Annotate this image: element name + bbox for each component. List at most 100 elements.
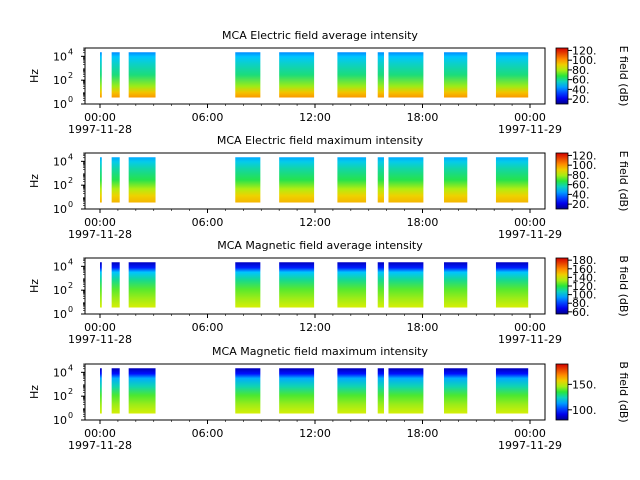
x-tick-label: 00:00: [84, 216, 116, 229]
y-tick-label: 10: [53, 308, 67, 321]
colorbar-tick-label: 100.: [572, 289, 597, 302]
y-tick-label: 10: [53, 284, 67, 297]
spectrogram-block: [337, 52, 367, 98]
spectrogram-block: [337, 368, 367, 414]
y-tick-exponent: 0: [68, 200, 73, 209]
x-tick-label: 00:00: [514, 111, 546, 124]
x-tick-label: 06:00: [192, 321, 224, 334]
colorbar-label: E field (dB): [617, 46, 630, 107]
spectrogram-block: [279, 52, 315, 98]
x-tick-date: 1997-11-29: [498, 123, 562, 136]
panel-2: MCA Electric field maximum intensity 10 0 1…: [28, 134, 630, 241]
y-tick-label: 10: [53, 155, 67, 168]
y-tick-label: 10: [53, 260, 67, 273]
spectrogram-block: [444, 52, 468, 98]
y-tick-label: 10: [53, 50, 67, 63]
y-tick-exponent: 2: [68, 71, 73, 80]
colorbar-tick-label: 40.: [572, 188, 590, 201]
colorbar: [555, 47, 569, 105]
x-tick-date: 1997-11-28: [68, 123, 132, 136]
colorbar-tick-label: 100.: [572, 159, 597, 172]
y-axis-label: Hz: [28, 69, 41, 83]
spectrogram-block: [111, 157, 120, 203]
spectrogram-block: [388, 368, 424, 414]
spectrogram-block: [388, 157, 424, 203]
y-tick-exponent: 2: [68, 387, 73, 396]
x-tick-label: 18:00: [407, 111, 439, 124]
y-axis-label: Hz: [28, 385, 41, 399]
colorbar-tick-label: 160.: [572, 263, 597, 276]
x-tick-date: 1997-11-29: [498, 333, 562, 346]
spectrogram-block: [235, 262, 261, 308]
colorbar-tick-label: 120.: [572, 280, 597, 293]
x-tick-label: 00:00: [514, 427, 546, 440]
x-tick-date: 1997-11-29: [498, 228, 562, 241]
y-tick-label: 10: [53, 414, 67, 427]
y-tick-exponent: 0: [68, 411, 73, 420]
x-tick-label: 12:00: [299, 321, 331, 334]
colorbar-tick-label: 120.: [572, 44, 597, 57]
x-tick-label: 12:00: [299, 427, 331, 440]
spectrogram-block: [495, 52, 529, 98]
panel-title: MCA Magnetic field average intensity: [217, 239, 423, 252]
y-axis-label: Hz: [28, 279, 41, 293]
spectrogram-block: [444, 368, 468, 414]
x-tick-label: 00:00: [84, 321, 116, 334]
x-tick-label: 18:00: [407, 321, 439, 334]
y-tick-exponent: 2: [68, 176, 73, 185]
y-tick-label: 10: [53, 98, 67, 111]
x-tick-label: 06:00: [192, 427, 224, 440]
colorbar-label: B field (dB): [617, 361, 630, 422]
colorbar-tick-label: 20.: [572, 198, 590, 211]
spectrogram-block: [495, 262, 529, 308]
spectrogram-block: [279, 157, 315, 203]
colorbar: [555, 363, 569, 421]
x-tick-date: 1997-11-28: [68, 333, 132, 346]
colorbar-tick-label: 60.: [572, 74, 590, 87]
panel-title: MCA Electric field maximum intensity: [217, 134, 424, 147]
colorbar-tick-label: 100.: [572, 54, 597, 67]
colorbar-label: B field (dB): [617, 255, 630, 316]
x-tick-label: 00:00: [514, 216, 546, 229]
colorbar: [555, 152, 569, 210]
spectrogram-block: [444, 157, 468, 203]
y-axis-label: Hz: [28, 174, 41, 188]
x-tick-label: 00:00: [84, 427, 116, 440]
y-tick-exponent: 0: [68, 95, 73, 104]
x-tick-label: 00:00: [514, 321, 546, 334]
y-tick-label: 10: [53, 390, 67, 403]
spectrogram-block: [235, 157, 261, 203]
spectrogram-block: [279, 262, 315, 308]
spectrogram-block: [235, 368, 261, 414]
colorbar-tick-label: 180.: [572, 254, 597, 267]
spectrogram-block: [100, 368, 102, 414]
spectrogram-block: [495, 157, 529, 203]
spectrogram-block: [377, 368, 384, 414]
spectrogram-block: [388, 52, 424, 98]
spectrogram-block: [337, 262, 367, 308]
spectrogram-block: [111, 368, 120, 414]
spectrogram-block: [100, 157, 102, 203]
colorbar-tick-label: 40.: [572, 83, 590, 96]
x-tick-label: 06:00: [192, 216, 224, 229]
colorbar-tick-label: 20.: [572, 93, 590, 106]
spectrogram-block: [279, 368, 315, 414]
x-tick-label: 12:00: [299, 216, 331, 229]
spectrogram-block: [377, 262, 384, 308]
y-tick-exponent: 4: [68, 257, 73, 266]
colorbar-tick-label: 80.: [572, 169, 590, 182]
spectrogram-block: [128, 157, 156, 203]
x-tick-label: 06:00: [192, 111, 224, 124]
spectrogram-block: [495, 368, 529, 414]
colorbar-tick-label: 60.: [572, 179, 590, 192]
colorbar-tick-label: 100.: [572, 404, 597, 417]
colorbar-label: E field (dB): [617, 151, 630, 212]
panel-title: MCA Electric field average intensity: [222, 29, 418, 42]
spectrogram-block: [377, 52, 384, 98]
x-tick-label: 18:00: [407, 427, 439, 440]
x-tick-label: 00:00: [84, 111, 116, 124]
